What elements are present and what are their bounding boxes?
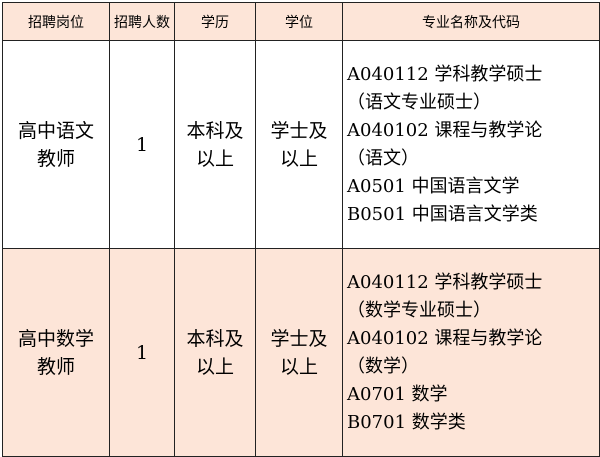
major-line: （语文专业硕士） (347, 91, 491, 113)
table-row: 高中语文教师 1 本科及以上 学士及以上 A040112 学科教学硕士 （语文专… (2, 40, 600, 249)
text-line: 以上 (195, 355, 234, 378)
major-line: A040102 课程与教学论 (347, 119, 543, 141)
count-cell: 1 (109, 248, 175, 457)
text-line: 本科及 (186, 327, 244, 350)
position-cell: 高中语文 教师 (2, 40, 110, 249)
majors-cell: A040112 学科教学硕士 （语文专业硕士） A040102 课程与教学论 （… (342, 40, 600, 249)
header-position: 招聘岗位 (2, 2, 110, 41)
text-line: 教师 (36, 355, 75, 378)
text-line: 高中语文 (17, 119, 94, 142)
education-cell: 本科及 以上 (174, 248, 256, 457)
text-line: 高中数学 (17, 327, 94, 350)
text-line: 以上 (279, 147, 318, 170)
major-line: A040102 课程与教学论 (347, 327, 543, 349)
text-line: 以上 (279, 355, 318, 378)
text-line: 学士及 (270, 327, 328, 350)
header-education: 学历 (174, 2, 256, 41)
header-count: 招聘人数 (109, 2, 175, 41)
major-line: B0701 数学类 (347, 411, 466, 433)
count-cell: 1 (109, 40, 175, 249)
position-cell: 高中数学 教师 (2, 248, 110, 457)
major-line: B0501 中国语言文学类 (347, 203, 538, 225)
text-line: 以上 (195, 147, 234, 170)
major-line: A040112 学科教学硕士 (347, 271, 543, 293)
header-majors: 专业名称及代码 (342, 2, 600, 41)
header-row: 招聘岗位 招聘人数 学历 学位 专业名称及代码 (2, 2, 600, 41)
degree-cell: 学士及 以上 (255, 248, 343, 457)
header-degree: 学位 (255, 2, 343, 41)
major-line: A040112 学科教学硕士 (347, 63, 543, 85)
major-line: （语文） (347, 147, 419, 169)
text-line: 教师 (36, 147, 75, 170)
table-row: 高中数学教师 1 本科及以上 学士及以上 A040112 学科教学硕士 （数学专… (2, 248, 600, 457)
major-line: A0701 数学 (347, 383, 448, 405)
education-cell: 本科及 以上 (174, 40, 256, 249)
major-line: A0501 中国语言文学 (347, 175, 520, 197)
degree-cell: 学士及 以上 (255, 40, 343, 249)
majors-cell: A040112 学科教学硕士 （数学专业硕士） A040102 课程与教学论 （… (342, 248, 600, 457)
major-line: （数学） (347, 355, 419, 377)
text-line: 本科及 (186, 119, 244, 142)
major-line: （数学专业硕士） (347, 299, 491, 321)
text-line: 学士及 (270, 119, 328, 142)
